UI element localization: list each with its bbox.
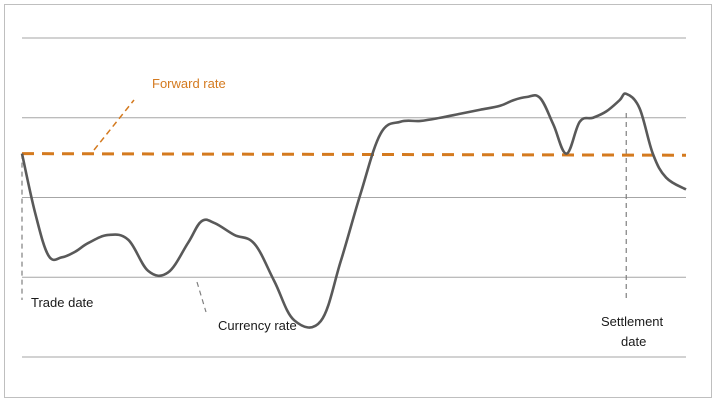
forward-rate-line <box>21 152 687 157</box>
currency-rate-leader <box>196 281 207 313</box>
currency-rate-label: Currency rate <box>218 318 297 333</box>
trade-date-label: Trade date <box>31 295 93 310</box>
annotation-markers <box>21 99 627 313</box>
forward-rate-label: Forward rate <box>152 76 226 91</box>
annotation-labels: Forward rate Currency rate Trade date Se… <box>31 76 664 349</box>
gridlines <box>22 37 686 358</box>
series-lines <box>20 92 687 329</box>
forward-rate-leader <box>93 99 135 151</box>
settlement-date-label-line2: date <box>621 334 646 349</box>
settlement-date-label-line1: Settlement <box>601 314 664 329</box>
currency-rate-line <box>20 92 687 329</box>
